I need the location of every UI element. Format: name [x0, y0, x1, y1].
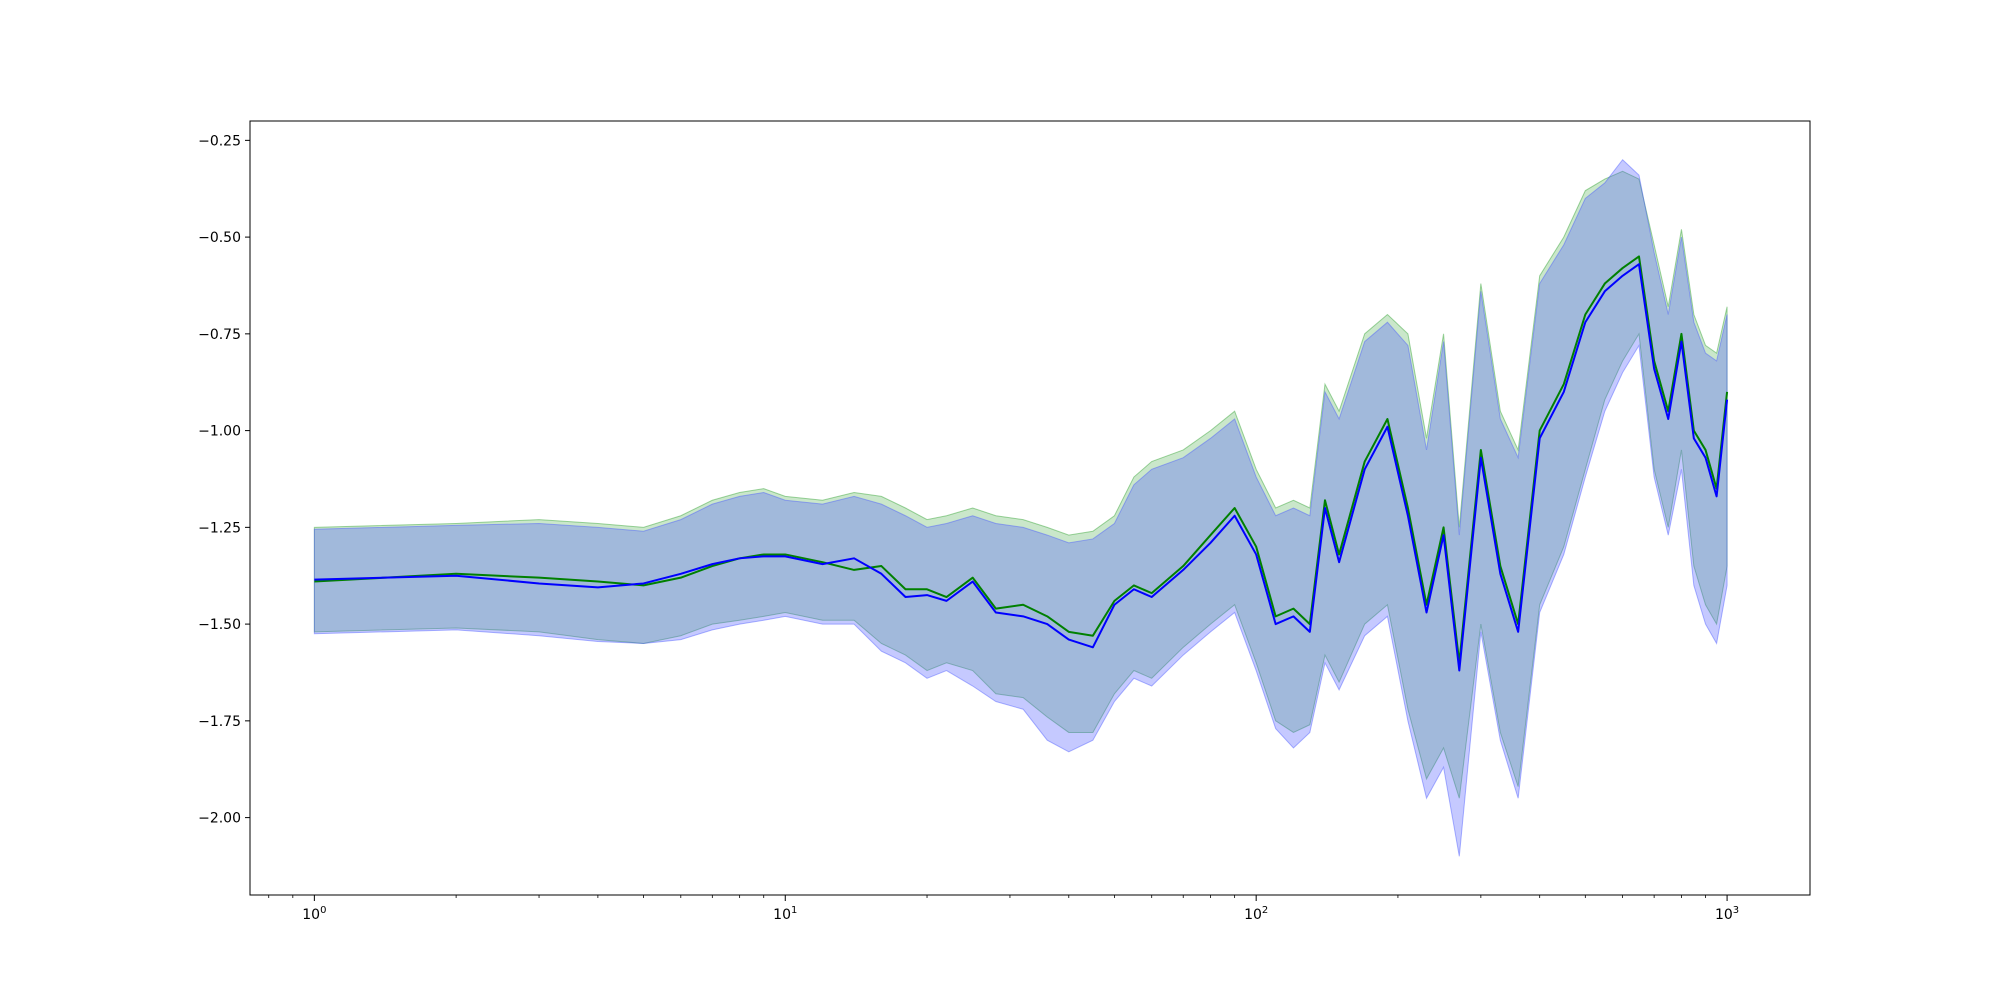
y-tick-label: −0.75: [198, 327, 241, 343]
x-axis: 100 101 102 103: [268, 895, 1739, 923]
band-series-2: [313, 158, 1728, 857]
y-tick-label: −0.25: [198, 133, 241, 149]
x-tick-label: 101: [773, 905, 797, 923]
confidence-bands: [313, 158, 1728, 857]
series-lines: [314, 255, 1729, 672]
plot-frame: [249, 120, 1811, 896]
line-series-1: [314, 255, 1729, 664]
x-tick-label: 102: [1244, 905, 1268, 923]
y-tick-label: −1.00: [198, 424, 241, 440]
y-tick-label: −0.50: [198, 230, 241, 246]
band-series-1: [313, 170, 1728, 799]
x-tick-label: 103: [1715, 905, 1739, 923]
y-tick-label: −1.50: [198, 617, 241, 633]
y-tick-label: −2.00: [198, 811, 241, 827]
y-axis: −0.25 −0.50 −0.75 −1.00 −1.25 −1.50 −1.75 −2.00: [198, 133, 250, 827]
x-tick-label: 100: [302, 905, 326, 923]
y-tick-label: −1.75: [198, 714, 241, 730]
y-tick-label: −1.25: [198, 520, 241, 536]
line-series-2: [314, 263, 1729, 672]
